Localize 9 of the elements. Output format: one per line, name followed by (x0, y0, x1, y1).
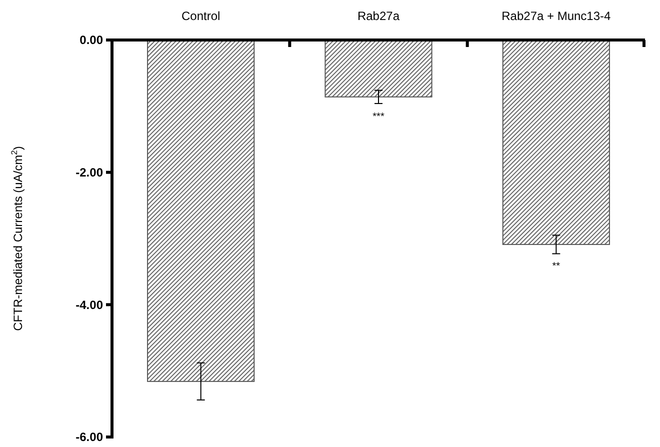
x-tick-label: Rab27a + Munc13-4 (502, 9, 612, 23)
x-tick-label: Rab27a (357, 9, 400, 23)
y-tick-label: -4.00 (76, 298, 104, 312)
y-tick-label: -6.00 (76, 430, 104, 444)
annotation: ** (552, 261, 560, 272)
y-tick-label: 0.00 (80, 33, 104, 48)
x-tick-label: Control (181, 9, 220, 23)
y-tick-label: -2.00 (76, 166, 104, 180)
annotation: *** (372, 112, 384, 123)
